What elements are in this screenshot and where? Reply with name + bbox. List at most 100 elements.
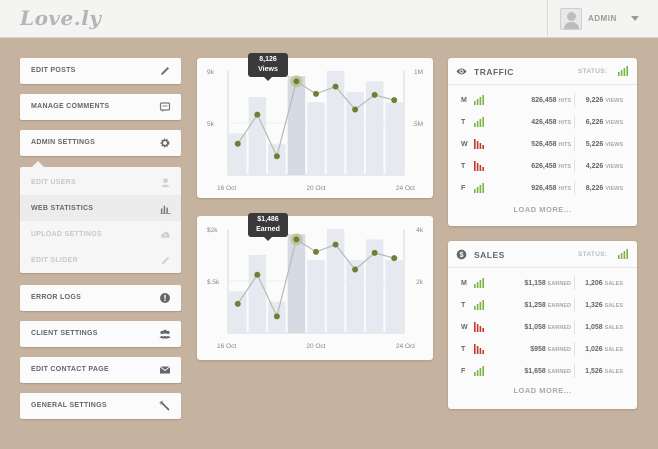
user-menu[interactable]: ADMIN <box>547 0 658 38</box>
chart-tick-label: 24 Oct <box>396 185 415 192</box>
divider <box>574 93 575 107</box>
stat-row: F $1,658 EARNED 1,526 SALES <box>448 360 637 382</box>
secondary-value: 1,206 SALES <box>585 280 623 287</box>
chart-bar[interactable] <box>346 91 364 175</box>
user-icon <box>161 178 170 188</box>
chart-bar[interactable] <box>268 143 286 175</box>
chart-bar[interactable] <box>307 260 325 333</box>
top-bar: Love.ly ADMIN <box>0 0 658 38</box>
chart-point[interactable] <box>371 249 378 256</box>
secondary-value: 1,026 SALES <box>585 346 623 353</box>
tooltip-value: 8,126 <box>259 56 277 63</box>
divider <box>574 137 575 151</box>
stat-row: W 526,458 HITS 5,226 VIEWS <box>448 133 637 155</box>
stat-row: F 926,458 HITS 8,226 VIEWS <box>448 177 637 199</box>
user-name[interactable]: ADMIN <box>588 14 617 23</box>
chart-point[interactable] <box>332 83 339 90</box>
divider <box>574 115 575 129</box>
general-settings-button[interactable]: GENERAL SETTINGS <box>20 393 181 419</box>
edit-posts-label: EDIT POSTS <box>31 67 76 74</box>
stat-row: T $958 EARNED 1,026 SALES <box>448 338 637 360</box>
chart-bar[interactable] <box>385 102 403 175</box>
chart-bar[interactable] <box>385 260 403 333</box>
views-chart-svg: 9k 5k 1M .5M 16 Oct 20 Oct 24 Oct <box>207 69 423 192</box>
edit-contact-page-button[interactable]: EDIT CONTACT PAGE <box>20 357 181 383</box>
chart-point[interactable] <box>273 153 280 160</box>
chart-point[interactable] <box>371 91 378 98</box>
chart-bar[interactable] <box>248 97 267 175</box>
chart-bar[interactable] <box>248 255 267 333</box>
chevron-down-icon[interactable] <box>631 16 639 21</box>
secondary-value: 1,058 SALES <box>585 324 623 331</box>
chart-point[interactable] <box>352 106 359 113</box>
manage-comments-label: MANAGE COMMENTS <box>31 103 110 110</box>
stat-row: T $1,258 EARNED 1,326 SALES <box>448 294 637 316</box>
edit-slider-item[interactable]: EDIT SLIDER <box>20 247 181 273</box>
chart-point[interactable] <box>313 90 319 97</box>
chart-point[interactable] <box>273 313 280 320</box>
trend-down-icon <box>474 161 484 171</box>
divider <box>574 364 575 378</box>
trend-up-icon <box>474 95 484 105</box>
chart-point[interactable] <box>352 266 359 273</box>
trend-up-icon <box>474 278 484 288</box>
chart-bar[interactable] <box>346 260 364 333</box>
chart-bar[interactable] <box>326 229 345 333</box>
traffic-load-more[interactable]: LOAD MORE... <box>513 205 572 214</box>
primary-value: 926,458 HITS <box>531 185 571 192</box>
chart-point[interactable] <box>234 300 241 307</box>
tooltip-value: $1,486 <box>257 216 279 223</box>
chart-point[interactable] <box>293 78 300 85</box>
chart-point[interactable] <box>313 248 319 255</box>
edit-users-item[interactable]: EDIT USERS <box>20 169 181 195</box>
logo[interactable]: Love.ly <box>20 6 102 30</box>
gear-icon <box>160 138 170 148</box>
chart-point[interactable] <box>391 97 398 104</box>
day-label: T <box>461 119 466 126</box>
upload-settings-item[interactable]: UPLOAD SETTINGS <box>20 221 181 247</box>
trend-down-icon <box>474 322 484 332</box>
divider <box>574 342 575 356</box>
chart-bar[interactable] <box>287 234 306 333</box>
primary-value: $958 EARNED <box>530 346 571 353</box>
chart-point[interactable] <box>254 271 261 278</box>
admin-settings-button[interactable]: ADMIN SETTINGS <box>20 130 181 156</box>
chart-point[interactable] <box>234 140 241 147</box>
client-settings-button[interactable]: CLIENT SETTINGS <box>20 321 181 347</box>
trend-down-icon <box>474 139 484 149</box>
users-group-icon <box>159 329 171 339</box>
chart-bar[interactable] <box>229 133 247 175</box>
stat-row: W $1,058 EARNED 1,058 SALES <box>448 316 637 338</box>
chart-point[interactable] <box>293 236 300 243</box>
chart-tick-label: 9k <box>207 69 215 76</box>
chart-bar[interactable] <box>365 81 384 175</box>
error-logs-button[interactable]: ERROR LOGS <box>20 285 181 311</box>
chart-point[interactable] <box>254 111 261 118</box>
chart-bar[interactable] <box>287 76 306 175</box>
views-tooltip: 8,126 Views <box>248 53 288 81</box>
chart-tick-label: 16 Oct <box>217 343 236 350</box>
web-statistics-item[interactable]: WEB STATISTICS <box>20 195 181 221</box>
chart-tick-label: $2k <box>207 227 218 234</box>
chart-bar[interactable] <box>307 102 325 175</box>
chart-point[interactable] <box>391 255 398 262</box>
trend-up-icon <box>474 300 484 310</box>
client-settings-label: CLIENT SETTINGS <box>31 330 98 337</box>
sales-load-more[interactable]: LOAD MORE... <box>513 386 572 395</box>
chart-bar[interactable] <box>229 291 247 333</box>
avatar[interactable] <box>560 8 582 30</box>
primary-value: 426,458 HITS <box>531 119 571 126</box>
day-label: M <box>461 97 467 104</box>
edit-posts-button[interactable]: EDIT POSTS <box>20 58 181 84</box>
upload-settings-label: UPLOAD SETTINGS <box>31 231 103 238</box>
chart-bar[interactable] <box>326 71 345 175</box>
stat-row: T 426,458 HITS 6,226 VIEWS <box>448 111 637 133</box>
day-label: W <box>461 324 468 331</box>
sales-title: SALES <box>474 250 505 260</box>
chart-bar[interactable] <box>365 239 384 333</box>
manage-comments-button[interactable]: MANAGE COMMENTS <box>20 94 181 120</box>
primary-value: $1,158 EARNED <box>524 280 571 287</box>
trend-up-icon <box>474 183 484 193</box>
secondary-value: 4,226 VIEWS <box>585 163 623 170</box>
chart-point[interactable] <box>332 241 339 248</box>
